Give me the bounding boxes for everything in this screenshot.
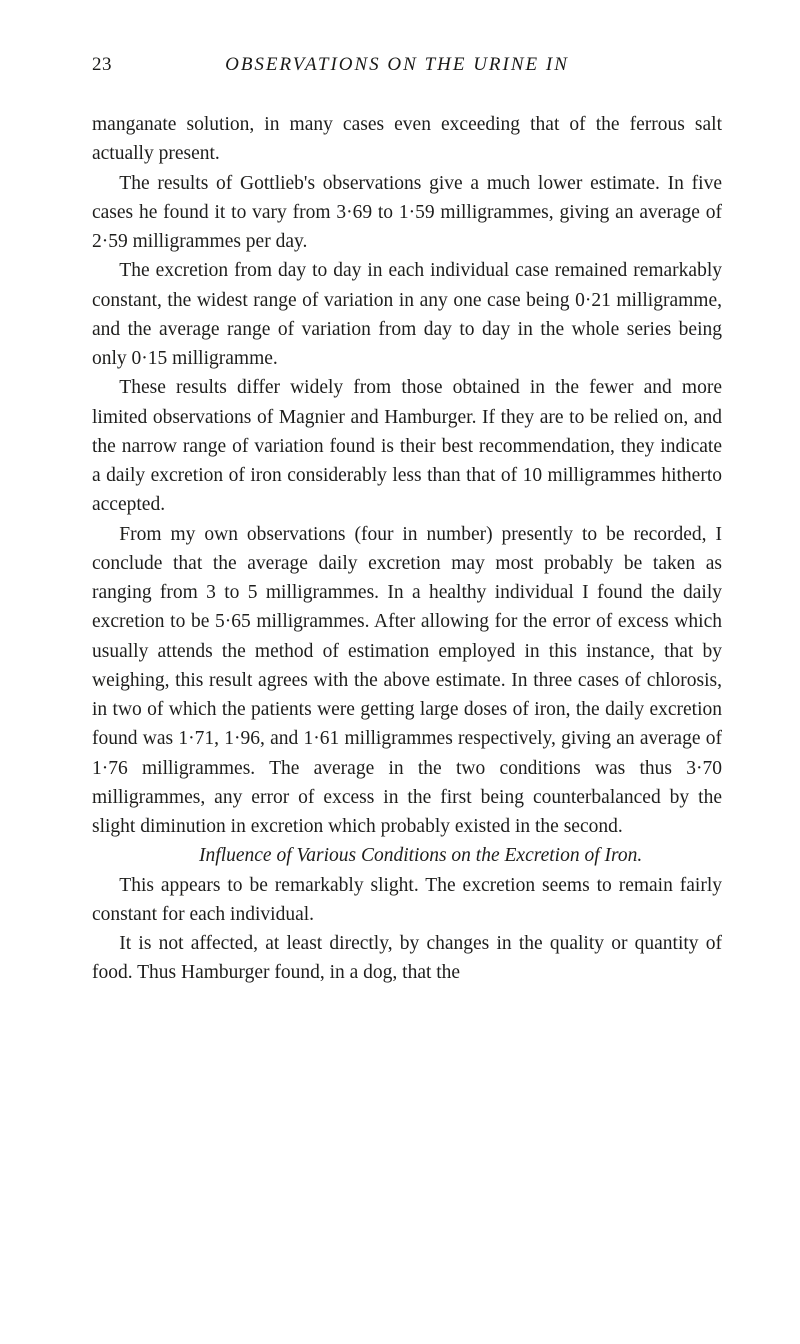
section-title: Influence of Various Conditions on the E… (92, 841, 722, 870)
paragraph: From my own observations (four in number… (92, 520, 722, 842)
paragraph: These results differ widely from those o… (92, 373, 722, 519)
page-header: 23 OBSERVATIONS ON THE URINE IN (92, 54, 722, 76)
paragraph: The results of Gottlieb's observations g… (92, 169, 722, 257)
paragraph: manganate solution, in many cases even e… (92, 110, 722, 169)
paragraph: The excretion from day to day in each in… (92, 256, 722, 373)
running-title: OBSERVATIONS ON THE URINE IN (72, 54, 722, 76)
paragraph: It is not affected, at least directly, b… (92, 929, 722, 988)
paragraph: This appears to be remarkably slight. Th… (92, 871, 722, 930)
body-text: manganate solution, in many cases even e… (92, 110, 722, 988)
